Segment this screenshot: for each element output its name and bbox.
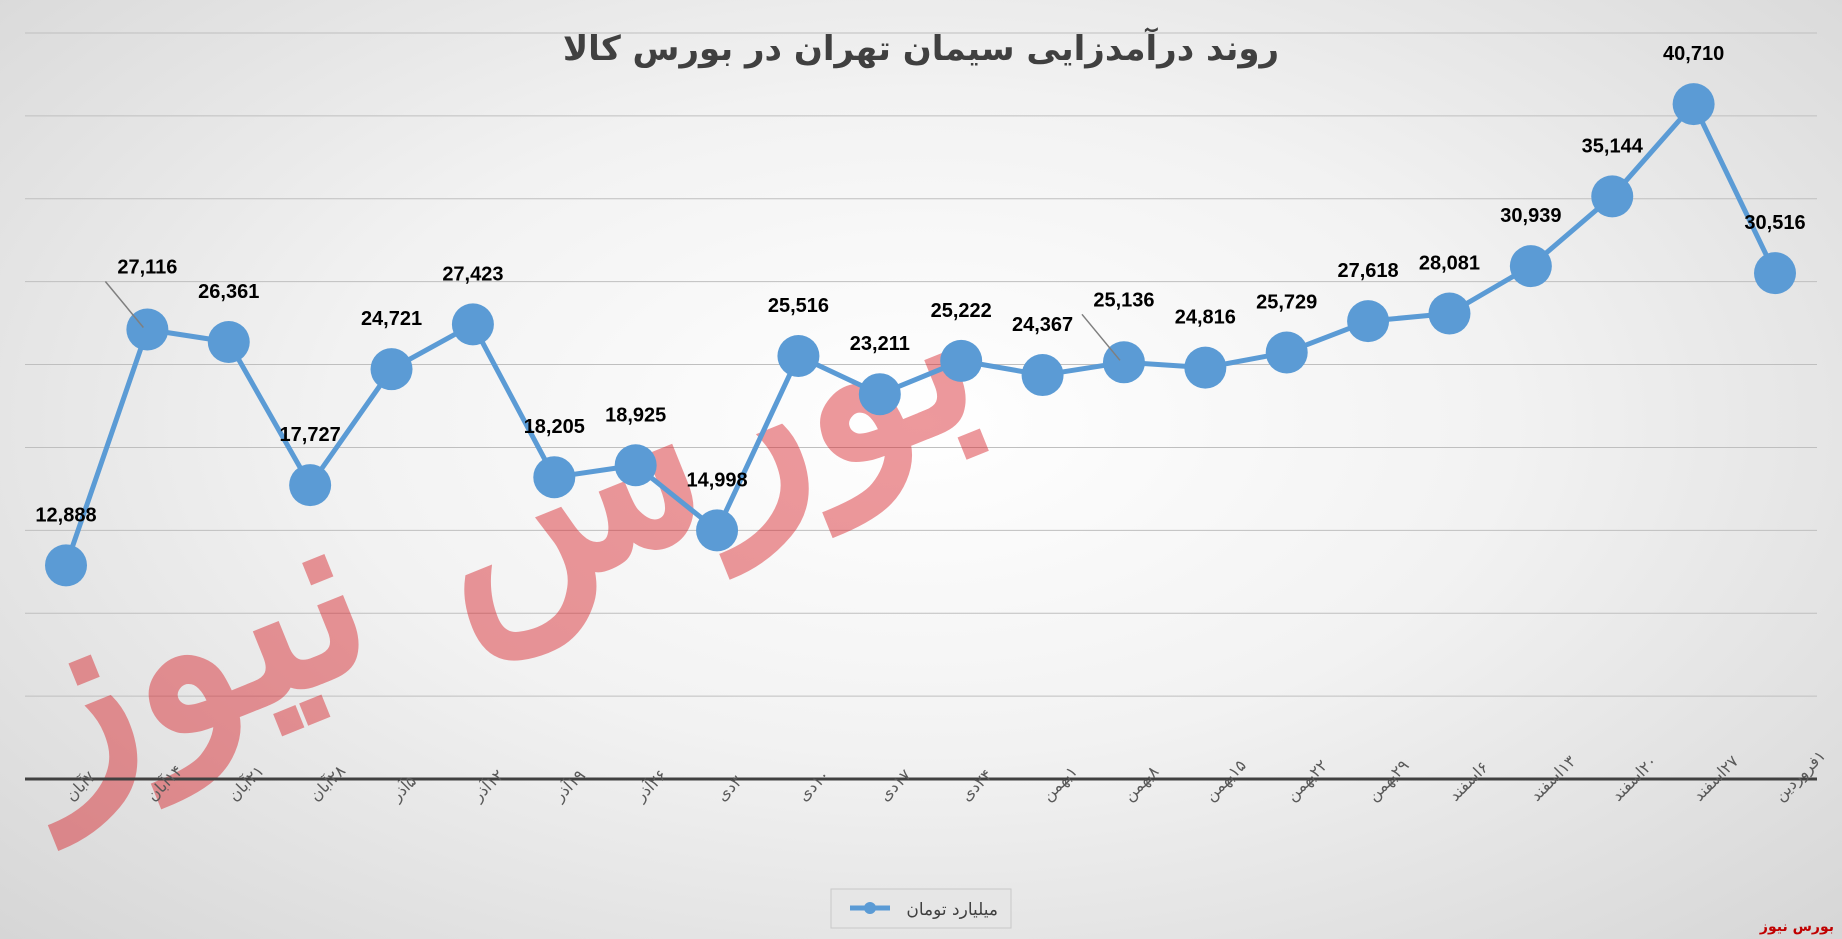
data-point[interactable] xyxy=(1265,331,1308,374)
data-point[interactable] xyxy=(289,464,332,507)
x-tick-label: ۱۷دی xyxy=(875,765,915,805)
data-label: 26,361 xyxy=(198,281,259,303)
x-tick-label: ۶اسفند xyxy=(1445,758,1492,805)
x-tick-label: ۵آذر xyxy=(386,772,421,807)
x-tick-label: ۱۵بهمن xyxy=(1201,756,1251,806)
x-tick-label: ۲۴دی xyxy=(957,765,996,804)
data-point[interactable] xyxy=(451,303,494,346)
data-point[interactable] xyxy=(940,339,983,382)
series-line xyxy=(63,101,1778,567)
data-label: 27,618 xyxy=(1338,260,1399,282)
chart-title: روند درآمدزایی سیمان تهران در بورس کالا xyxy=(563,27,1279,69)
label-leader-line xyxy=(1081,313,1121,361)
data-label: 27,116 xyxy=(117,256,177,278)
data-point[interactable] xyxy=(45,544,87,587)
data-label: 17,727 xyxy=(280,424,341,446)
data-point[interactable] xyxy=(614,444,657,487)
x-tick-label: ۲۲بهمن xyxy=(1282,756,1332,806)
data-label: 18,205 xyxy=(524,416,585,438)
data-point[interactable] xyxy=(1672,83,1715,126)
data-points xyxy=(45,83,1796,587)
data-label: 25,222 xyxy=(931,300,992,322)
data-point[interactable] xyxy=(1347,300,1390,343)
x-tick-label: ۲۶آذر xyxy=(630,766,671,807)
x-tick-label: ۱بهمن xyxy=(1038,762,1082,806)
data-label: 25,516 xyxy=(768,295,829,317)
data-label: 27,423 xyxy=(442,263,503,285)
data-point[interactable] xyxy=(1591,175,1634,218)
data-point[interactable] xyxy=(1428,292,1471,335)
data-label: 24,367 xyxy=(1012,314,1073,336)
x-tick-label: ۳دی xyxy=(712,771,746,805)
legend-label: میلیارد تومان xyxy=(906,900,998,920)
x-tick-label: ۲۸آبان xyxy=(306,761,350,805)
label-leader-line xyxy=(104,280,144,328)
data-point[interactable] xyxy=(1754,252,1796,295)
data-label: 12,888 xyxy=(35,504,96,526)
data-label: 40,710 xyxy=(1663,43,1724,65)
x-tick-label: ۱فروردین xyxy=(1770,746,1830,806)
data-point[interactable] xyxy=(696,509,739,552)
data-point[interactable] xyxy=(1184,346,1227,389)
brand-label: بورس نیوز xyxy=(1759,919,1834,935)
data-label: 25,729 xyxy=(1256,291,1317,313)
data-point[interactable] xyxy=(533,456,576,499)
data-point[interactable] xyxy=(207,320,250,363)
data-label: 23,211 xyxy=(850,333,910,355)
legend[interactable]: میلیارد تومان xyxy=(830,888,1012,929)
x-tick-label: ۲۹بهمن xyxy=(1363,756,1413,806)
data-label: 30,939 xyxy=(1500,205,1561,227)
x-tick-label: ۸بهمن xyxy=(1119,762,1163,806)
data-label: 24,721 xyxy=(361,308,422,330)
data-label: 28,081 xyxy=(1419,252,1480,274)
data-label: 30,516 xyxy=(1744,212,1805,234)
data-point[interactable] xyxy=(370,348,413,391)
x-tick-label: ۱۰دی xyxy=(794,765,833,804)
data-label: 14,998 xyxy=(686,469,747,491)
data-point[interactable] xyxy=(777,335,820,378)
data-label: 25,136 xyxy=(1093,289,1154,311)
data-labels: 12,888 27,116 26,361 17,727 24,721 27,423 18,2… xyxy=(35,43,1805,526)
data-label: 24,816 xyxy=(1175,307,1236,329)
x-tick-label: ۱۹آذر xyxy=(549,766,590,807)
gridlines xyxy=(25,32,1817,697)
x-tick-label: ۱۲آذر xyxy=(468,766,509,807)
data-point[interactable] xyxy=(1509,245,1552,288)
data-point[interactable] xyxy=(1021,354,1064,397)
data-label: 18,925 xyxy=(605,404,666,426)
legend-marker-icon xyxy=(864,902,876,914)
data-label: 35,144 xyxy=(1582,135,1644,157)
data-point[interactable] xyxy=(858,373,901,416)
series-polyline xyxy=(63,101,1778,567)
